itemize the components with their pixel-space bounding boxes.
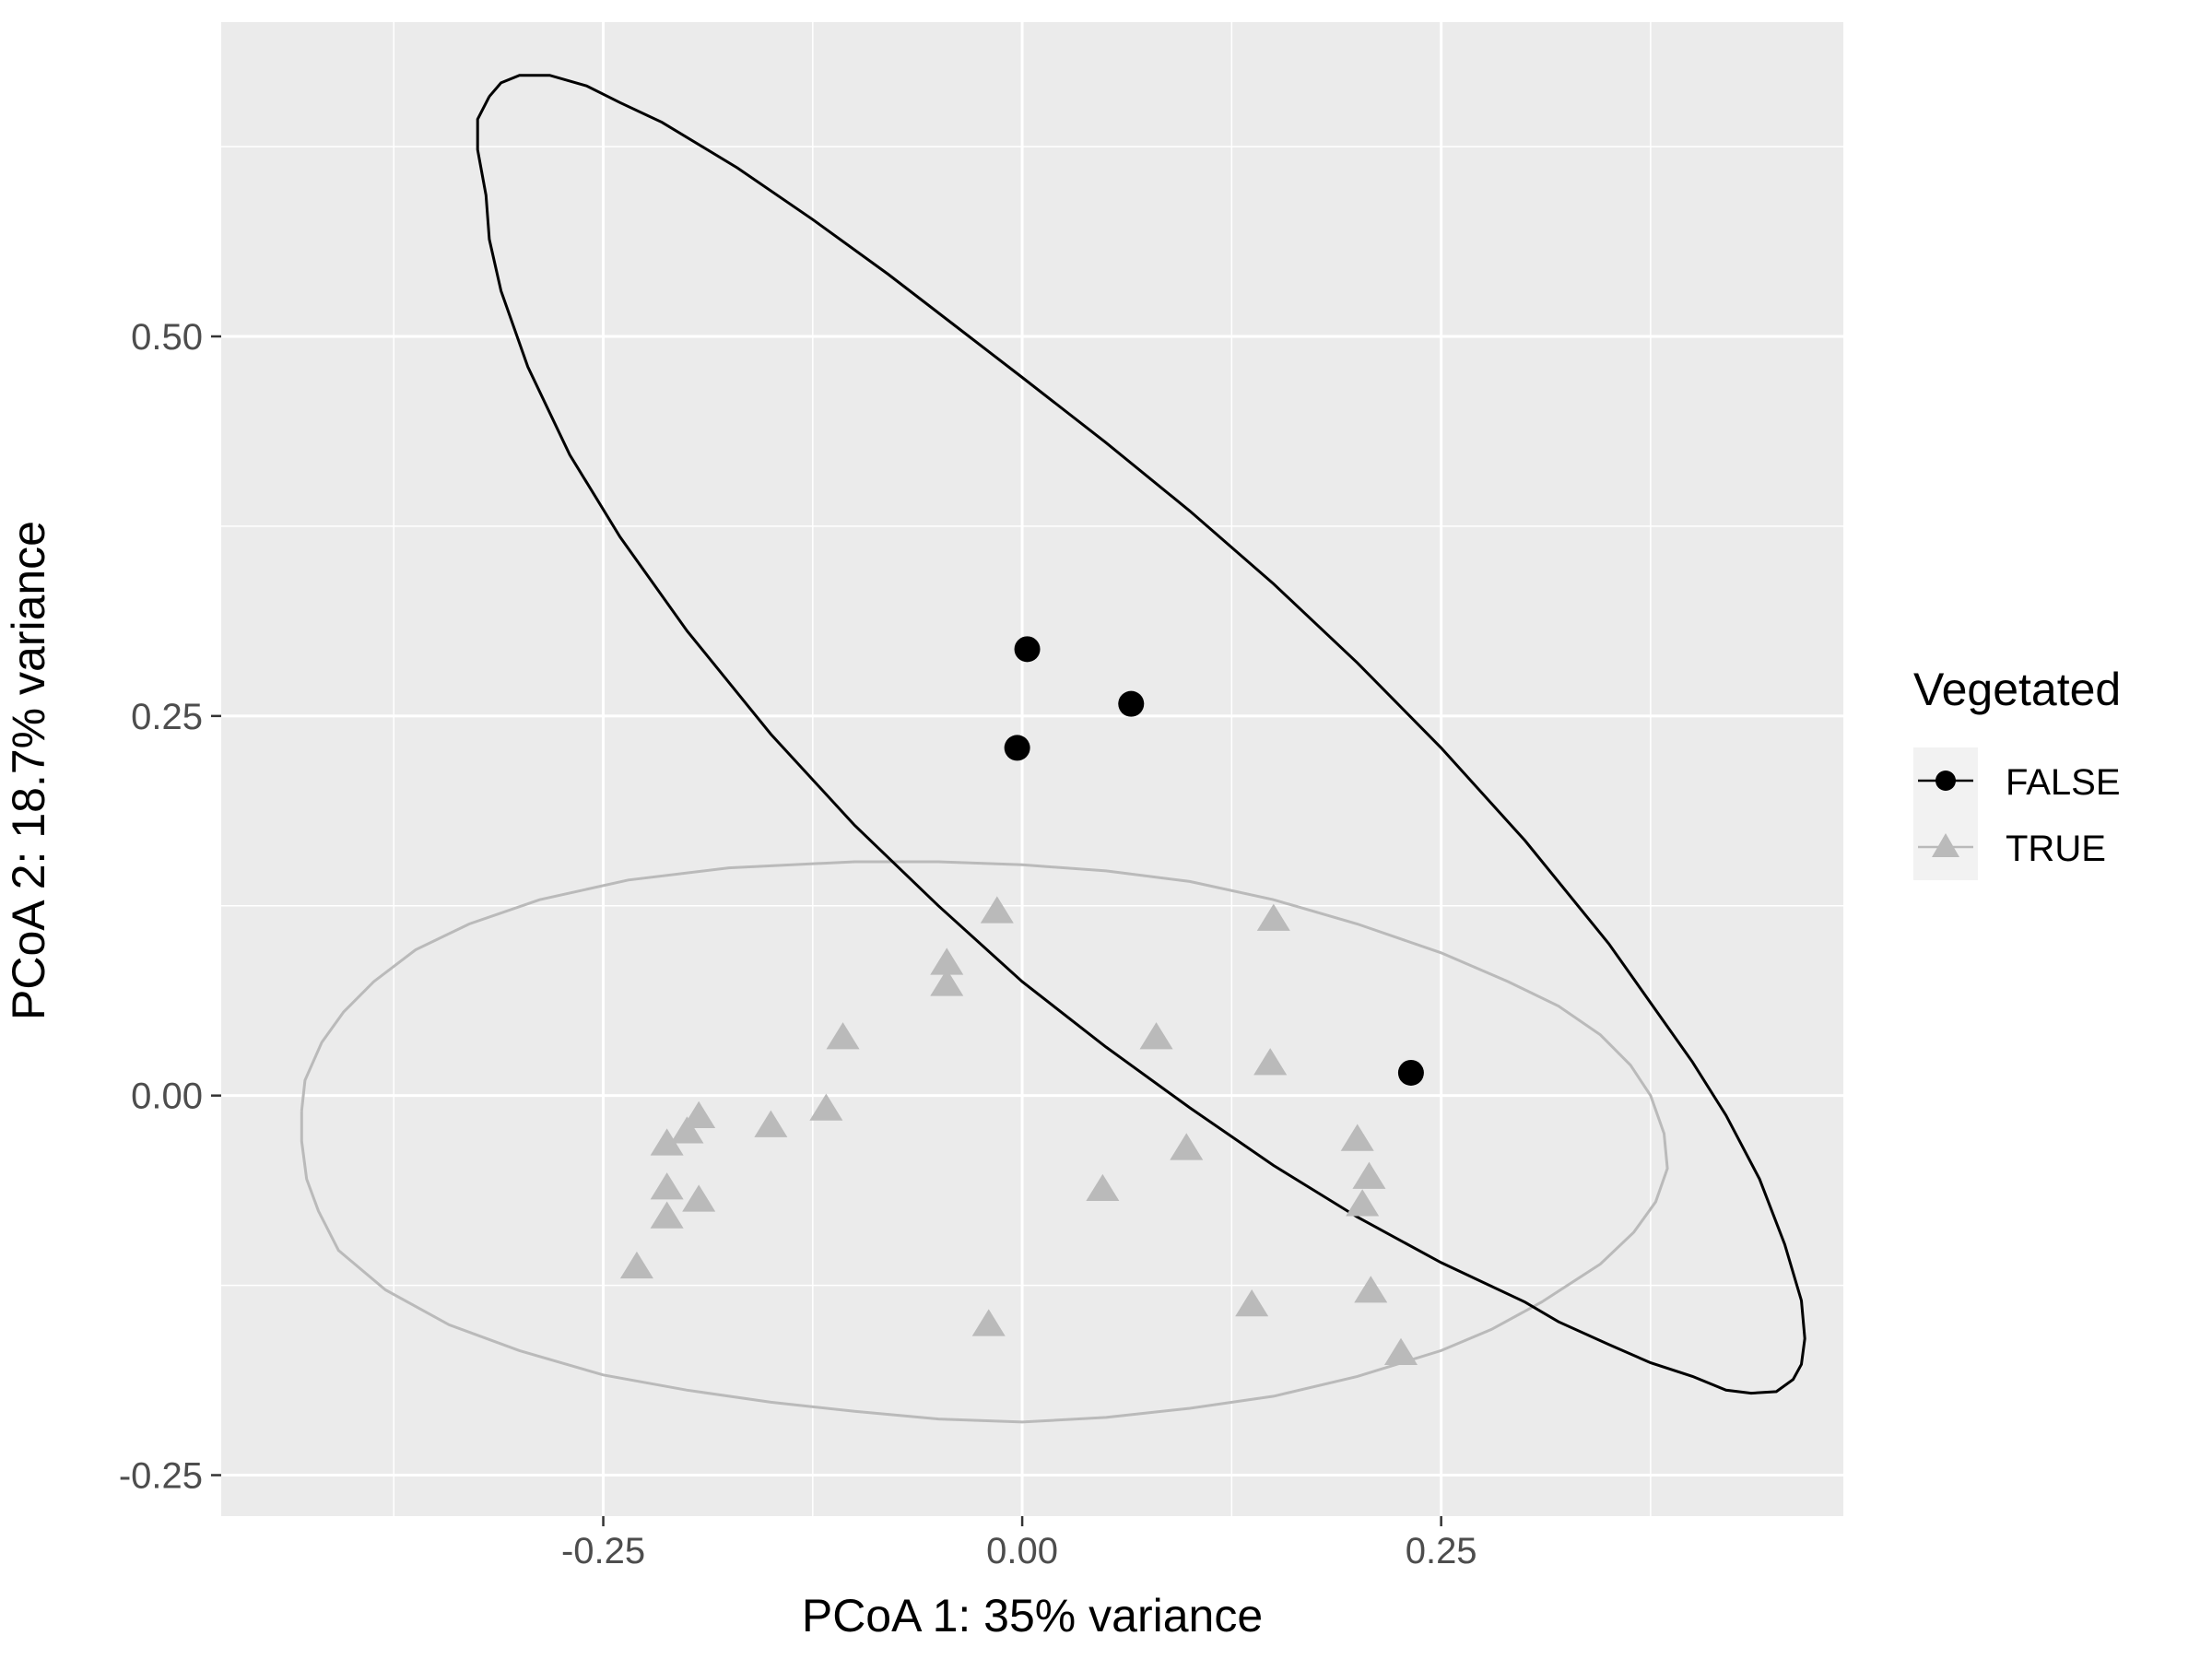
x-tick-label: 0.25 <box>1406 1531 1477 1571</box>
data-point-true <box>670 1116 704 1144</box>
data-point-true <box>754 1110 788 1137</box>
data-point-true <box>619 1251 653 1279</box>
data-point-true <box>809 1093 843 1121</box>
data-point-true <box>1340 1124 1374 1151</box>
data-point-true <box>682 1100 716 1128</box>
x-axis-title: PCoA 1: 35% variance <box>802 1590 1263 1641</box>
x-tick-label: 0.00 <box>986 1531 1058 1571</box>
data-point-true <box>1086 1173 1120 1202</box>
data-point-true <box>971 1309 1006 1336</box>
legend-label-false: FALSE <box>2006 762 2121 803</box>
data-point-true <box>682 1184 716 1212</box>
data-point-true <box>1139 1022 1173 1050</box>
data-point-true <box>980 896 1014 924</box>
data-point-true <box>930 969 964 996</box>
data-point-true <box>1170 1133 1204 1160</box>
legend-title: Vegetated <box>1913 664 2121 715</box>
panel-background <box>221 22 1843 1516</box>
data-point-false <box>1014 636 1041 663</box>
y-tick-label: 0.25 <box>131 697 203 737</box>
plot-panel <box>221 22 1843 1516</box>
y-tick-label: 0.50 <box>131 317 203 358</box>
data-point-true <box>1352 1161 1386 1189</box>
x-tick-label: -0.25 <box>561 1531 645 1571</box>
data-point-true <box>650 1201 684 1229</box>
axes: -0.25 0.00 0.25 -0.25 0.00 0.25 0.50 <box>119 317 1477 1571</box>
data-point-true <box>650 1128 684 1156</box>
data-point-false <box>1004 735 1030 761</box>
y-axis-title: PCoA 2: 18.7% variance <box>3 521 54 1020</box>
data-point-true <box>1253 1048 1288 1076</box>
ellipse-true <box>300 860 1669 1424</box>
data-point-false <box>1118 690 1145 717</box>
data-point-true <box>1346 1189 1380 1217</box>
data-point-true <box>930 947 964 975</box>
data-point-true <box>1235 1289 1269 1317</box>
ellipse-false <box>476 74 1806 1395</box>
y-tick-label: -0.25 <box>119 1456 203 1497</box>
y-tick-label: 0.00 <box>131 1077 203 1117</box>
legend-key-false-marker <box>1936 771 1956 791</box>
data-point-true <box>826 1022 860 1050</box>
legend-key-true-marker <box>1932 833 1959 857</box>
legend-label-true: TRUE <box>2006 829 2106 869</box>
data-point-true <box>1256 903 1290 931</box>
data-point-true <box>650 1172 684 1200</box>
data-point-true <box>1383 1337 1418 1365</box>
data-point-false <box>1397 1059 1424 1086</box>
legend: Vegetated FALSE TRUE <box>1913 664 2121 880</box>
data-point-true <box>1354 1276 1388 1303</box>
